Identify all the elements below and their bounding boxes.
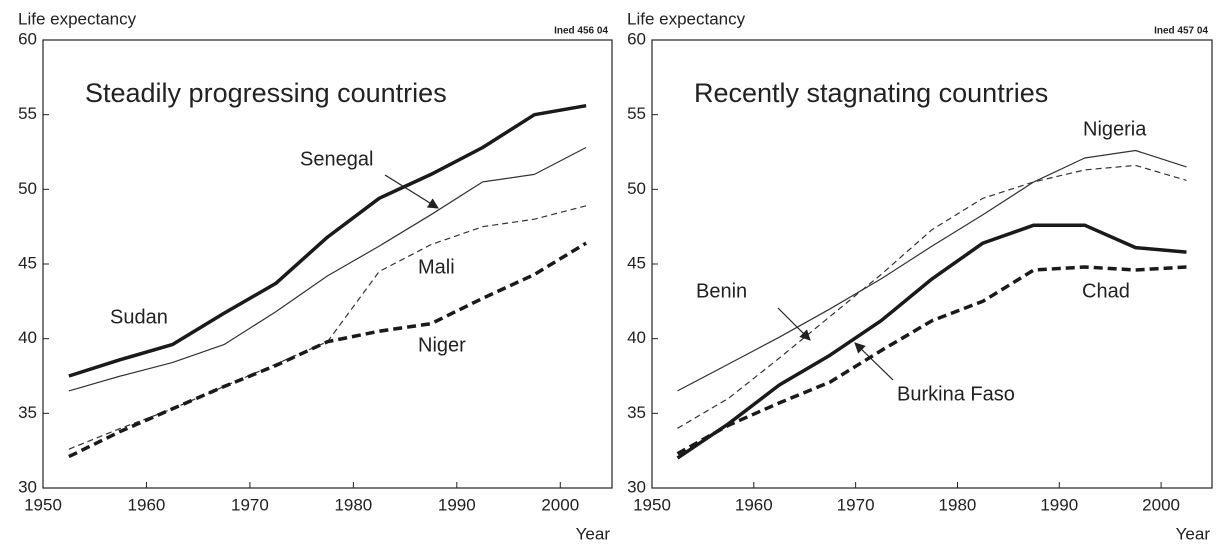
series-line (68, 241, 588, 459)
x-tick-label: 1990 (438, 495, 476, 514)
x-tick-label: 1970 (837, 495, 875, 514)
series-label: Mali (418, 256, 455, 278)
x-tick-label: 1980 (939, 495, 977, 514)
series-label: Nigeria (1083, 118, 1147, 140)
y-axis-label: Life expectancy (18, 9, 137, 28)
y-tick-label: 60 (18, 29, 37, 48)
series-line (677, 149, 1187, 392)
x-axis-label: Year (1176, 524, 1211, 543)
label-arrow (384, 174, 439, 209)
series-label: Chad (1082, 280, 1130, 302)
chart-title: Steadily progressing countries (85, 78, 447, 108)
label-arrow (777, 307, 811, 341)
y-tick-label: 50 (627, 179, 646, 198)
y-tick-label: 50 (18, 179, 37, 198)
x-axis-label: Year (576, 524, 611, 543)
y-tick-label: 45 (627, 253, 646, 272)
x-tick-label: 1970 (231, 495, 269, 514)
x-tick-label: 1990 (1040, 495, 1078, 514)
label-arrow (854, 342, 894, 381)
x-tick-label: 1960 (128, 495, 166, 514)
x-tick-label: 1950 (633, 495, 671, 514)
y-tick-label: 40 (18, 328, 37, 347)
series-line (676, 223, 1187, 460)
panel: Life expectancy Year Ined 457 04 Recently s… (627, 9, 1213, 543)
y-tick-label: 35 (627, 403, 646, 422)
y-tick-label: 35 (18, 403, 37, 422)
series-line (677, 164, 1187, 429)
series-label: Senegal (300, 148, 373, 170)
x-tick-label: 2000 (541, 495, 579, 514)
y-tick-label: 45 (18, 253, 37, 272)
series-line (676, 265, 1187, 456)
series-label: Sudan (110, 306, 168, 328)
annotation: Ined 456 04 (554, 26, 608, 37)
x-tick-label: 1960 (735, 495, 773, 514)
series-label: Burkina Faso (897, 383, 1015, 405)
y-tick-label: 30 (18, 477, 37, 496)
y-tick-label: 55 (18, 104, 37, 123)
y-tick-label: 55 (627, 104, 646, 123)
series-line (68, 146, 587, 392)
x-tick-label: 1950 (24, 495, 62, 514)
annotation: Ined 457 04 (1154, 26, 1208, 37)
x-tick-label: 2000 (1142, 495, 1180, 514)
x-tick-label: 1980 (334, 495, 372, 514)
y-tick-label: 30 (627, 477, 646, 496)
y-tick-label: 40 (627, 328, 646, 347)
series-label: Niger (418, 334, 466, 356)
panel: Life expectancy Year Ined 456 04 Steadily p… (18, 9, 613, 543)
series-label: Benin (696, 280, 747, 302)
y-tick-label: 60 (627, 29, 646, 48)
chart-title: Recently stagnating countries (694, 78, 1048, 108)
series-line (68, 103, 587, 378)
y-axis-label: Life expectancy (627, 9, 746, 28)
